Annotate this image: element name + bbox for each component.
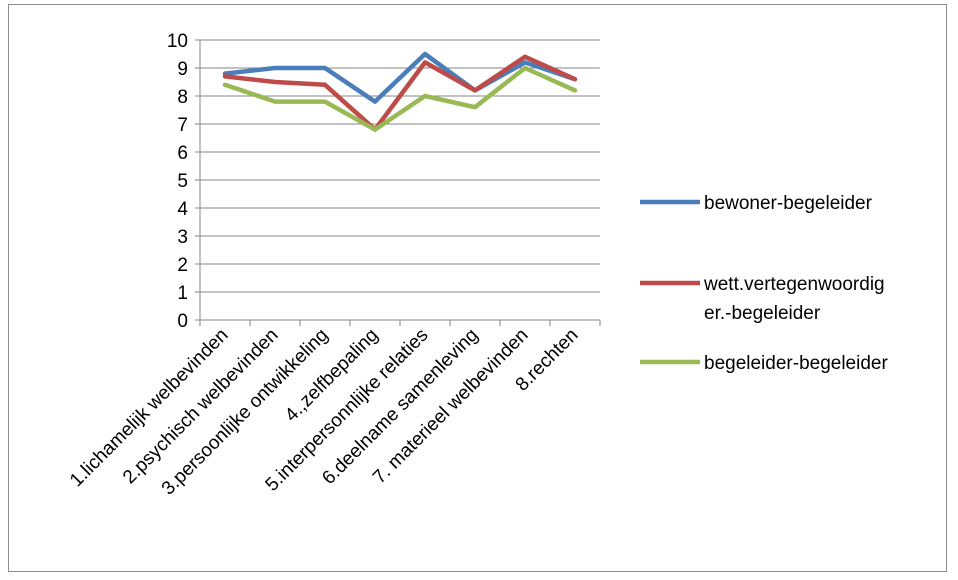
legend: bewoner-begeleider wett.vertegenwoordig er… xyxy=(640,193,888,374)
y-tick-label: 1 xyxy=(177,283,188,304)
legend-label-1: bewoner-begeleider xyxy=(704,193,873,214)
y-axis-tick-labels: 0 1 2 3 4 5 6 7 8 9 10 xyxy=(167,31,189,332)
y-tick-label: 8 xyxy=(177,87,188,108)
y-tick-label: 10 xyxy=(167,31,188,52)
y-tick-label: 0 xyxy=(177,311,188,332)
y-tick-label: 5 xyxy=(177,171,188,192)
series-line-3 xyxy=(222,65,578,132)
series-line-1 xyxy=(222,51,578,104)
y-tick-label: 6 xyxy=(177,143,188,164)
legend-label-2: wett.vertegenwoordig er.-begeleider xyxy=(703,274,885,324)
y-tick-label: 7 xyxy=(177,115,188,136)
legend-label-3: begeleider-begeleider xyxy=(704,353,888,374)
y-tick-label: 4 xyxy=(177,199,188,220)
chart-area xyxy=(8,4,947,572)
y-tick-label: 2 xyxy=(177,255,188,276)
axes xyxy=(195,39,601,326)
y-tick-label: 3 xyxy=(177,227,188,248)
y-tick-label: 9 xyxy=(177,59,188,80)
series-lines xyxy=(222,51,578,132)
series-line-2 xyxy=(222,54,578,132)
